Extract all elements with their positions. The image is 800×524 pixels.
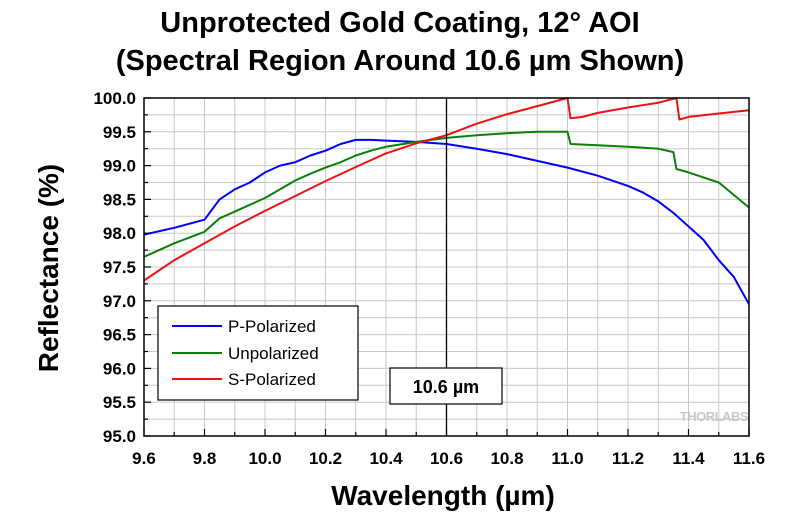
- legend-label-p-polarized: P-Polarized: [228, 317, 316, 336]
- x-tick-label: 10.4: [369, 449, 403, 468]
- x-axis-title: Wavelength (µm): [331, 480, 555, 511]
- y-tick-label: 98.5: [103, 190, 136, 209]
- y-tick-label: 97.0: [103, 292, 136, 311]
- y-tick-label: 95.0: [103, 427, 136, 446]
- x-tick-label: 11.6: [733, 449, 765, 468]
- y-tick-label: 97.5: [103, 258, 136, 277]
- x-tick-label: 11.0: [551, 449, 583, 468]
- x-tick-label: 11.2: [612, 449, 644, 468]
- y-axis-title: Reflectance (%): [33, 164, 64, 373]
- x-tick-label: 9.8: [193, 449, 217, 468]
- y-tick-label: 95.5: [103, 393, 136, 412]
- y-tick-label: 99.5: [103, 123, 136, 142]
- tick-labels: 9.6 9.8 10.0 10.2 10.4 10.6 10.8 11.0 11.2 11.4 11…: [93, 89, 765, 468]
- chart-title: Unprotected Gold Coating, 12° AOI: [160, 7, 640, 39]
- y-tick-label: 100.0: [93, 89, 136, 108]
- x-tick-label: 10.8: [490, 449, 523, 468]
- x-tick-label: 9.6: [132, 449, 156, 468]
- series-line-unpolarized: [143, 130, 750, 258]
- thorlabs-watermark: THORLABS: [680, 409, 749, 424]
- chart-title-block: Unprotected Gold Coating, 12° AOI (Spect…: [0, 4, 800, 80]
- y-tick-label: 99.0: [103, 157, 136, 176]
- legend-label-s-polarized: S-Polarized: [228, 370, 316, 389]
- y-tick-label: 96.0: [103, 359, 136, 378]
- legend-label-unpolarized: Unpolarized: [228, 344, 319, 363]
- x-tick-label: 10.2: [309, 449, 342, 468]
- x-tick-label: 10.6: [430, 449, 463, 468]
- legend: P-Polarized Unpolarized S-Polarized: [157, 305, 359, 401]
- marker-label-text: 10.6 µm: [413, 377, 479, 397]
- axis-ticks: [143, 97, 750, 437]
- marker-label-box: [389, 367, 503, 405]
- marker-label: 10.6 µm: [389, 367, 503, 405]
- y-tick-label: 98.0: [103, 224, 136, 243]
- x-tick-label: 11.4: [672, 449, 705, 468]
- y-tick-label: 96.5: [103, 326, 136, 345]
- x-tick-label: 10.0: [248, 449, 281, 468]
- chart-subtitle: (Spectral Region Around 10.6 µm Shown): [115, 45, 685, 77]
